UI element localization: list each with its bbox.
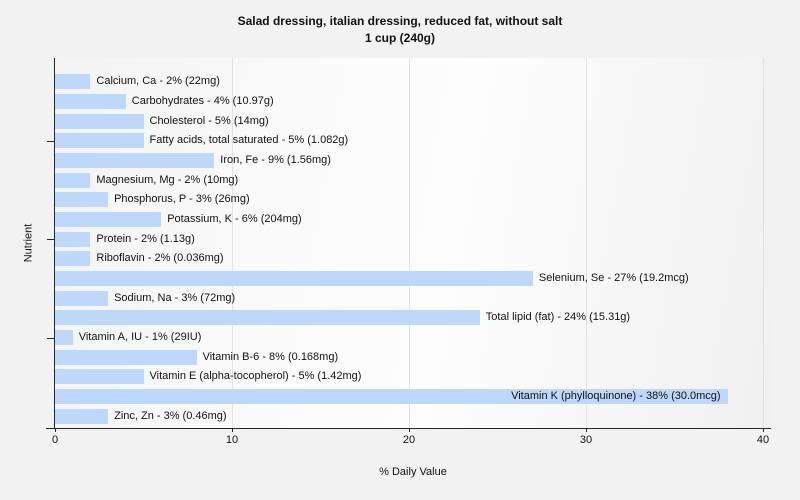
bar-row: Vitamin B-6 - 8% (0.168mg): [55, 349, 771, 365]
bar-row: Cholesterol - 5% (14mg): [55, 113, 771, 129]
bar-label: Total lipid (fat) - 24% (15.31g): [485, 311, 631, 324]
bar-iron-fe: [55, 153, 215, 168]
x-tick: [55, 428, 56, 432]
bar-cholesterol: [55, 113, 144, 129]
bar-label: Vitamin K (phylloquinone) - 38% (30.0mcg…: [511, 390, 721, 402]
bar-row: Zinc, Zn - 3% (0.46mg): [55, 408, 771, 424]
bar-label: Potassium, K - 6% (204mg): [167, 213, 302, 225]
gridline-x-10: [232, 58, 233, 428]
bar-row: Carbohydrates - 4% (10.97g): [55, 94, 771, 109]
gridline-x-40: [763, 58, 764, 428]
bar-label: Riboflavin - 2% (0.036mg): [96, 252, 224, 265]
gridline-x-30: [586, 58, 587, 428]
bar-label: Selenium, Se - 27% (19.2mcg): [538, 272, 689, 284]
x-tick-label: 10: [225, 434, 239, 446]
bar-selenium-se: [55, 271, 533, 286]
bar-row: Magnesium, Mg - 2% (10mg): [55, 172, 771, 188]
bar-row: Potassium, K - 6% (204mg): [55, 212, 771, 227]
bar-row: Total lipid (fat) - 24% (15.31g): [55, 310, 771, 326]
bar-row: Phosphorus, P - 3% (26mg): [55, 192, 771, 208]
bar-label: Calcium, Ca - 2% (22mg): [96, 75, 220, 88]
bar-label: Zinc, Zn - 3% (0.46mg): [114, 409, 227, 422]
x-tick: [763, 428, 764, 432]
x-tick-label: 20: [402, 434, 416, 446]
bar-fatty-acids-total-saturated: [55, 133, 144, 149]
gridline-x-20: [409, 58, 410, 428]
bar-label: Iron, Fe - 9% (1.56mg): [220, 154, 331, 166]
bar-row: Selenium, Se - 27% (19.2mcg): [55, 271, 771, 286]
bar-label: Vitamin A, IU - 1% (29IU): [78, 331, 202, 343]
chart-title-line2: 1 cup (240g): [364, 31, 436, 45]
bar-label: Sodium, Na - 3% (72mg): [114, 291, 236, 304]
bar-phosphorus-p: [55, 192, 109, 208]
bar-row: Riboflavin - 2% (0.036mg): [55, 251, 771, 267]
bar-row: Protein - 2% (1.13g): [55, 231, 771, 247]
y-axis-label-wrap: Nutrient: [14, 58, 42, 428]
bar-row: Iron, Fe - 9% (1.56mg): [55, 153, 771, 168]
bar-row: Fatty acids, total saturated - 5% (1.082…: [55, 133, 771, 149]
y-axis-label: Nutrient: [22, 223, 34, 263]
bar-carbohydrates: [55, 94, 126, 109]
y-tick: [47, 337, 55, 339]
x-tick: [409, 428, 410, 432]
chart-title: Salad dressing, italian dressing, reduce…: [0, 13, 800, 47]
x-tick-label: 40: [756, 434, 770, 446]
bar-sodium-na: [55, 290, 109, 306]
bar-total-lipid-fat: [55, 310, 480, 326]
bar-label: Vitamin B-6 - 8% (0.168mg): [202, 350, 339, 363]
bar-label: Vitamin E (alpha-tocopherol) - 5% (1.42m…: [149, 370, 362, 383]
bar-row: Calcium, Ca - 2% (22mg): [55, 74, 771, 90]
bar-label: Phosphorus, P - 3% (26mg): [114, 193, 250, 206]
bar-riboflavin: [55, 251, 91, 267]
bar-label: Fatty acids, total saturated - 5% (1.082…: [149, 134, 349, 147]
bar-label: Carbohydrates - 4% (10.97g): [131, 95, 274, 107]
bar-calcium-ca: [55, 74, 91, 90]
bar-label: Cholesterol - 5% (14mg): [149, 114, 269, 127]
bar-vitamin-b-6: [55, 349, 197, 365]
bar-potassium-k: [55, 212, 162, 227]
plot-area: Calcium, Ca - 2% (22mg) Carbohydrates - 4…: [46, 58, 771, 446]
bar-vitamin-k-phylloquinone: [55, 389, 728, 404]
bar-magnesium-mg: [55, 172, 91, 188]
bar-row: Vitamin A, IU - 1% (29IU): [55, 330, 771, 345]
bar-vitamin-a-iu: [55, 330, 73, 345]
chart-title-line1: Salad dressing, italian dressing, reduce…: [237, 14, 563, 28]
x-tick: [232, 428, 233, 432]
y-tick: [47, 140, 55, 142]
x-tick-label: 0: [51, 434, 59, 446]
bar-label: Protein - 2% (1.13g): [96, 232, 195, 245]
bar-row: Vitamin K (phylloquinone) - 38% (30.0mcg…: [55, 389, 771, 404]
x-axis-line-extension: [46, 428, 55, 429]
y-tick: [47, 239, 55, 241]
bar-row: Sodium, Na - 3% (72mg): [55, 290, 771, 306]
x-axis-label: % Daily Value: [379, 466, 447, 478]
bar-label: Magnesium, Mg - 2% (10mg): [96, 173, 239, 186]
bar-zinc-zn: [55, 408, 109, 424]
x-tick-label: 30: [579, 434, 593, 446]
bar-protein: [55, 231, 91, 247]
bar-row: Vitamin E (alpha-tocopherol) - 5% (1.42m…: [55, 369, 771, 385]
bar-vitamin-e-alpha-tocopherol: [55, 369, 144, 385]
x-tick: [586, 428, 587, 432]
